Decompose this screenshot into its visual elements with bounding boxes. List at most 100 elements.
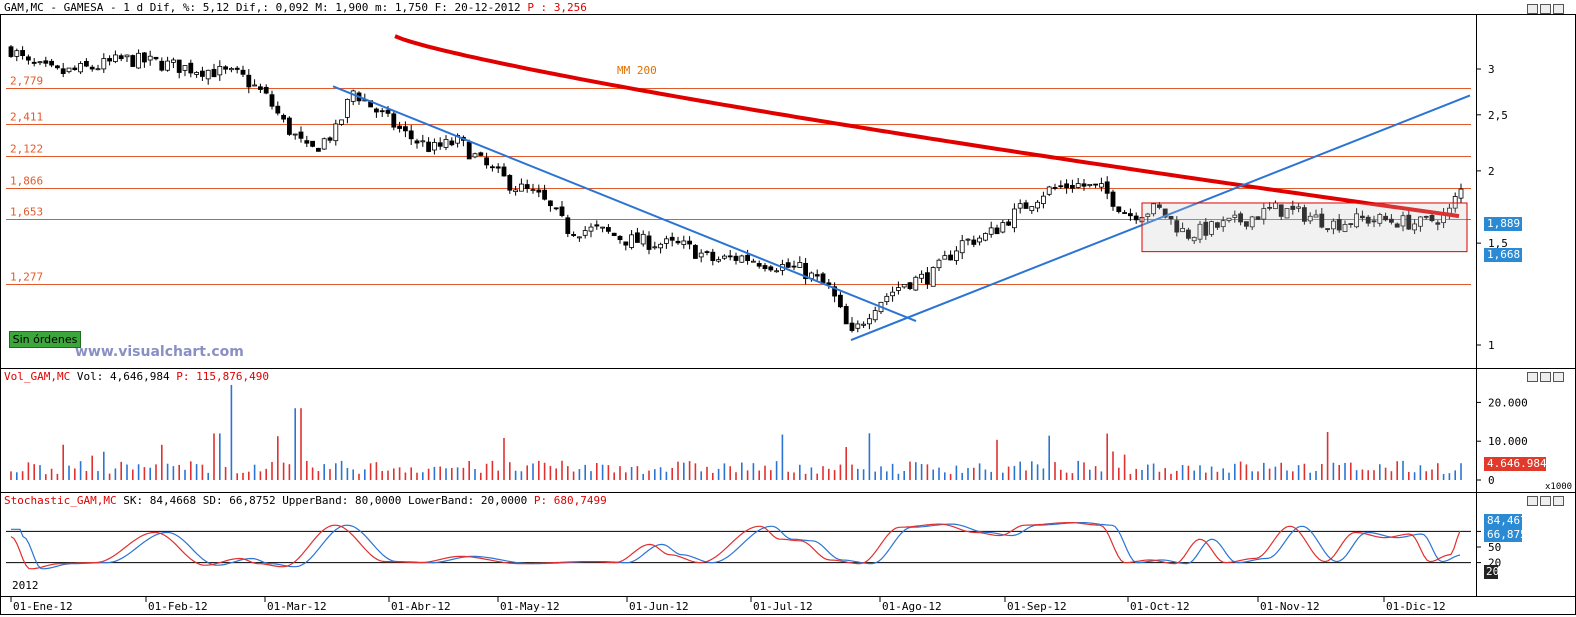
candle-body (1296, 206, 1301, 209)
candle-body (687, 240, 692, 245)
candle-body (223, 66, 229, 70)
candle-body (646, 235, 652, 250)
candle-body (1116, 206, 1122, 213)
candle-body (408, 130, 414, 140)
candle-body (855, 323, 861, 329)
candle-body (594, 224, 600, 227)
consolidation-box (1141, 202, 1468, 253)
volume-pane-close-button[interactable] (1553, 372, 1564, 382)
candle-body (1325, 228, 1330, 230)
candle-body (333, 123, 339, 142)
candle-body (1087, 183, 1093, 187)
candle-body (1162, 208, 1168, 218)
price-pane-close-button[interactable] (1553, 4, 1564, 14)
candle-body (281, 114, 287, 120)
candle-body (1215, 222, 1220, 228)
candle-body (269, 94, 275, 107)
candle-body (1093, 183, 1098, 186)
candle-body (84, 60, 89, 67)
candle-body (20, 50, 26, 56)
candle-body (1255, 216, 1261, 220)
candle-body (1458, 188, 1464, 199)
candle-body (1371, 220, 1377, 223)
price-pane-maximize-button[interactable] (1540, 4, 1551, 14)
candle-body (861, 323, 866, 326)
candle-body (1261, 208, 1267, 220)
candle-body (948, 254, 953, 261)
candle-body (664, 238, 669, 244)
horizontal-level-label: 1,277 (10, 271, 43, 284)
candle-body (153, 56, 159, 60)
candle-body (402, 126, 408, 132)
candle-body (524, 184, 530, 189)
candle-body (954, 250, 959, 261)
candle-body (286, 117, 292, 135)
price-tick-label: 1 (1488, 339, 1495, 352)
candle-body (1180, 227, 1185, 233)
candle-body (89, 66, 95, 70)
candle-body (1191, 236, 1197, 242)
candle-body (211, 68, 217, 78)
candle-body (315, 147, 321, 152)
candle-body (803, 262, 808, 280)
stoch-pane-close-button[interactable] (1553, 496, 1564, 506)
candle-body (820, 273, 826, 284)
candle-body (1145, 213, 1151, 217)
candle-body (629, 234, 634, 248)
candle-body (681, 240, 687, 245)
volume-pane-maximize-button[interactable] (1540, 372, 1551, 382)
candle-body (739, 255, 745, 263)
candle-body (988, 227, 994, 235)
candle-body (431, 142, 437, 151)
sd-badge: 66,875 (1484, 528, 1527, 542)
candle-body (1203, 221, 1209, 236)
chart-frame (0, 14, 1576, 615)
candle-body (1389, 218, 1394, 223)
candle-body (159, 60, 165, 71)
candle-body (733, 255, 739, 261)
lower-band-badge: 20 (1484, 565, 1500, 579)
candle-body (762, 265, 768, 270)
candle-body (263, 86, 269, 94)
candle-body (60, 68, 66, 74)
candle-body (1278, 204, 1284, 217)
candle-body (118, 55, 124, 60)
candle-body (1249, 216, 1255, 228)
price-pane-restore-button[interactable] (1527, 4, 1538, 14)
date-tick-label: 01-Dic-12 (1386, 600, 1446, 613)
candle-body (1209, 221, 1214, 235)
candle-body (466, 141, 472, 160)
stoch-pane-header: Stochastic_GAM,MC SK: 84,4668 SD: 66,875… (4, 494, 607, 507)
candle-body (519, 183, 524, 192)
candle-body (176, 59, 182, 73)
candle-body (785, 262, 791, 268)
candle-body (66, 67, 72, 73)
candle-body (588, 226, 594, 232)
candle-body (1099, 183, 1104, 188)
watermark: www.visualchart.com (75, 344, 244, 360)
candle-body (391, 113, 397, 128)
downtrend-line (332, 85, 917, 322)
price-tick-label: 2 (1488, 165, 1495, 178)
candle-body (1012, 208, 1017, 229)
candle-body (716, 259, 721, 262)
candle-body (635, 232, 640, 243)
candle-body (913, 276, 919, 291)
candle-body (1070, 185, 1075, 189)
horizontal-level-label: 1,866 (10, 175, 43, 188)
sin-ordenes-button[interactable]: Sin órdenes (9, 331, 81, 348)
candle-body (1307, 215, 1313, 222)
candle-body (124, 54, 130, 58)
stoch-pane-restore-button[interactable] (1527, 496, 1538, 506)
candle-body (141, 52, 147, 63)
candle-body (182, 65, 188, 71)
candle-body (959, 240, 965, 254)
candle-body (1017, 203, 1023, 209)
candle-body (606, 227, 611, 232)
candle-body (907, 282, 913, 289)
volume-pane-restore-button[interactable] (1527, 372, 1538, 382)
stoch-pane-maximize-button[interactable] (1540, 496, 1551, 506)
date-tick-label: 01-May-12 (500, 600, 560, 613)
candle-body (1041, 195, 1046, 205)
